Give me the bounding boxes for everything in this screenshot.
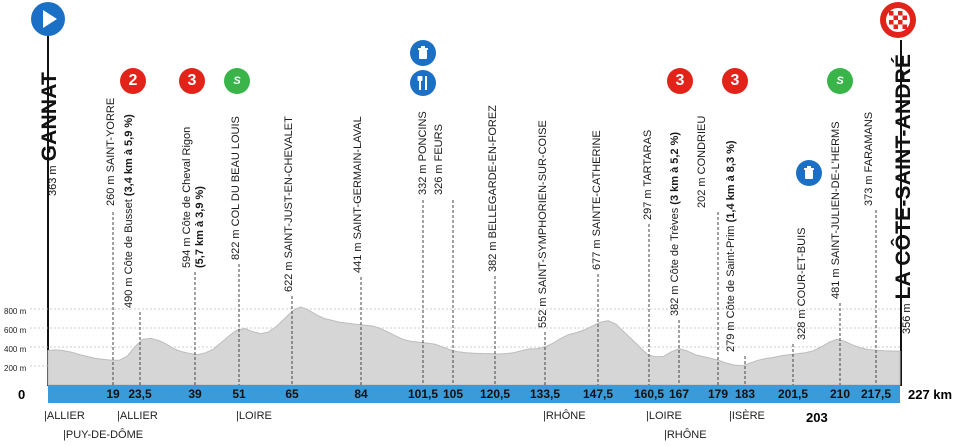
km-23-5: 23,5 [128, 387, 152, 401]
waypoint-label-sainte-catherine: 677 m SAINTE-CATHERINE [591, 130, 603, 270]
waypoint-label-feurs: 326 m FEURS [433, 124, 445, 195]
waypoint-label-poncins: 332 m PONCINS [417, 111, 429, 195]
waypoint-label-cour-et-buis: 328 m COUR-ET-BUIS [796, 227, 808, 340]
waypoint-label-col-beau-louis: 822 m COL DU BEAU LOUIS [230, 116, 242, 260]
waypoint-label-bellegarde: 382 m BELLEGARDE-EN-FOREZ [487, 105, 499, 272]
sprint-label-saint-julien: S [836, 75, 844, 87]
km-101-5: 101,5 [407, 387, 439, 401]
treves-detail: (3 km à 5,2 %) [669, 131, 681, 205]
start-line [47, 36, 49, 386]
km-105: 105 [442, 387, 464, 401]
km-160-5: 160,5 [633, 387, 665, 401]
checkered-flag-icon [886, 8, 910, 32]
start-marker [31, 2, 65, 36]
green-sprint-icon: S [224, 68, 250, 94]
km-51: 51 [232, 387, 246, 401]
waypoint-label-saint-germain: 441 m SAINT-GERMAIN-LAVAL [352, 116, 364, 273]
waypoint-label-condrieu: 202 m CONDRIEU [696, 115, 708, 208]
axis-label-200: 200 m [4, 364, 27, 373]
finish-marker [880, 2, 916, 38]
region-rhone-2: |RHÔNE [664, 429, 707, 441]
km-217-5: 217,5 [860, 387, 892, 401]
axis-label-800: 800 m [4, 307, 27, 316]
km-147-5: 147,5 [582, 387, 614, 401]
zero-label: 0 [18, 387, 26, 402]
cutlery-icon [410, 70, 436, 96]
treves-name: 382 m Côte de Trèves [669, 204, 681, 316]
category-2-badge: 2 [120, 68, 146, 94]
busset-detail: (3,4 km à 5,9 %) [123, 114, 135, 197]
km-65: 65 [285, 387, 299, 401]
region-puy-de-dome: |PUY-DE-DÔME [63, 429, 144, 441]
category-3-badge-cheval-rigon: 3 [179, 68, 205, 94]
play-arrow-icon [43, 10, 57, 28]
region-rhone: |RHÔNE [543, 410, 586, 422]
km-183: 183 [734, 387, 756, 401]
waypoint-label-tartaras: 297 m TARTARAS [642, 129, 654, 220]
km-167: 167 [668, 387, 690, 401]
green-sprint-icon: S [827, 68, 853, 94]
total-distance: 227 km [908, 387, 953, 402]
axis-label-600: 600 m [4, 326, 27, 335]
region-loire-2: |LOIRE [646, 410, 682, 422]
axis-label-400: 400 m [4, 345, 27, 354]
category-3-badge-saint-prim: 3 [722, 68, 748, 94]
category-3-badge-treves: 3 [667, 68, 693, 94]
km-133-5: 133,5 [529, 387, 561, 401]
waypoint-label-saint-just: 622 m SAINT-JUST-EN-CHEVALET [283, 116, 295, 292]
km-201-5: 201,5 [777, 387, 809, 401]
waypoint-label-busset: 490 m Côte de Busset (3,4 km à 5,9 %) [123, 114, 135, 308]
km-179: 179 [707, 387, 729, 401]
waypoint-label-treves: 382 m Côte de Trèves (3 km à 5,2 %) [669, 131, 681, 316]
waypoint-label-cheval-rigon: 594 m Côte de Cheval Rigon (5,7 km à 3,9… [181, 126, 206, 268]
region-isere: |ISÈRE [729, 410, 765, 422]
waypoint-label-saint-yorre: 260 m SAINT-YORRE [105, 97, 117, 206]
waypoint-label-saint-julien: 481 m SAINT-JULIEN-DE-L'HERMS [830, 121, 842, 299]
saint-prim-name: 279 m Côte de Saint-Prim [725, 222, 737, 352]
cheval-rigon-detail: (5,7 km à 3,9 %) [194, 186, 206, 268]
finish-line [900, 40, 902, 386]
region-allier: |ALLIER [44, 410, 85, 422]
km-203: 203 [806, 410, 828, 425]
feed-zone-icon [796, 160, 822, 186]
saint-prim-detail: (1,4 km à 8,3 %) [725, 140, 737, 223]
cheval-rigon-name: 594 m Côte de Cheval Rigon [181, 126, 193, 268]
km-39: 39 [188, 387, 202, 401]
region-loire: |LOIRE [236, 410, 272, 422]
waypoint-label-saint-symphorien: 552 m SAINT-SYMPHORIEN-SUR-COISE [537, 120, 549, 328]
km-19: 19 [106, 387, 120, 401]
distance-band [48, 385, 900, 403]
feed-zone-icon [410, 40, 436, 66]
profile-area [47, 306, 901, 386]
waypoint-label-saint-prim: 279 m Côte de Saint-Prim (1,4 km à 8,3 %… [725, 140, 737, 352]
km-210: 210 [829, 387, 851, 401]
waypoint-label-faramans: 373 m FARAMANS [863, 111, 875, 206]
region-allier-2: |ALLIER [117, 410, 158, 422]
sprint-label-beau-louis: S [233, 75, 241, 87]
km-84: 84 [354, 387, 368, 401]
busset-name: 490 m Côte de Busset [123, 196, 135, 308]
km-120-5: 120,5 [479, 387, 511, 401]
